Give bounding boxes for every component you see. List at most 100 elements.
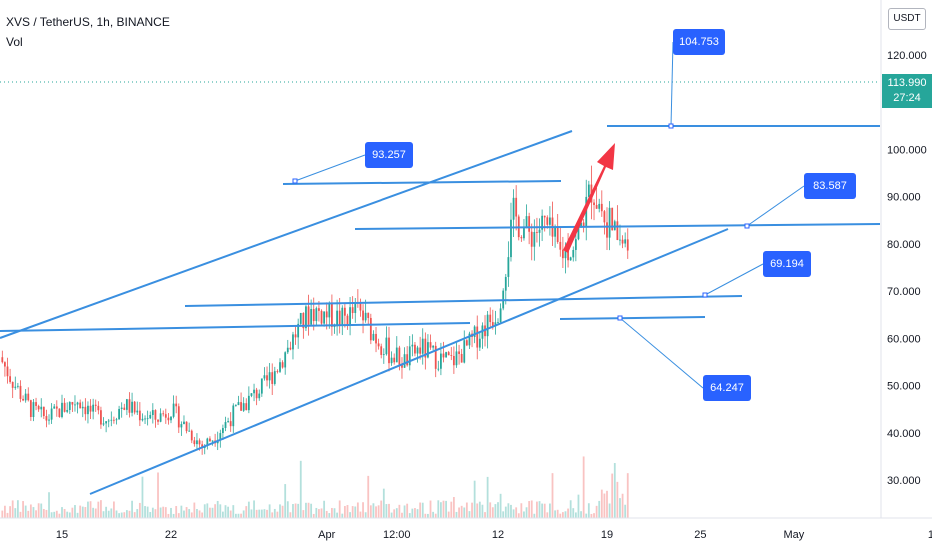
candle-body [582, 222, 585, 228]
candle-body [58, 408, 61, 418]
level-label-64-247[interactable]: 64.247 [703, 375, 751, 401]
time-tick-label: 12:00 [383, 529, 411, 541]
volume-bar [432, 511, 435, 518]
volume-indicator-label[interactable]: Vol [6, 35, 23, 49]
candle-body [390, 357, 393, 364]
callout-leader [746, 185, 805, 227]
candle-body [11, 381, 14, 388]
volume-bar [585, 513, 588, 518]
resistance-line-93[interactable] [282, 180, 562, 185]
volume-bar [284, 484, 287, 518]
candle-body [367, 312, 370, 318]
candle-body [190, 430, 193, 441]
volume-bar [118, 513, 120, 518]
symbol-title[interactable]: XVS / TetherUS, 1h, BINANCE [6, 15, 170, 29]
candle-body [149, 415, 152, 419]
volume-bar [468, 511, 471, 518]
volume-bar [162, 506, 165, 518]
volume-bar [81, 506, 84, 518]
candle-body [118, 408, 120, 420]
candle-body [63, 402, 66, 412]
volume-bar [473, 480, 476, 518]
volume-bar [258, 509, 261, 518]
candle-body [196, 440, 198, 445]
level-label-83-587[interactable]: 83.587 [804, 173, 856, 199]
volume-bar [616, 481, 619, 518]
callout-leader [670, 41, 674, 127]
volume-bar [154, 509, 157, 518]
candle-body [232, 405, 235, 427]
candle-body [567, 247, 569, 261]
level-label-104-753[interactable]: 104.753 [673, 29, 725, 55]
callout-anchor-point[interactable] [292, 178, 298, 184]
drawing-tools[interactable] [0, 41, 881, 495]
callout-leader [704, 263, 764, 296]
support-line-64[interactable] [559, 316, 706, 320]
volume-bar [79, 505, 82, 518]
candle-body [84, 406, 87, 415]
candle-body [284, 352, 287, 368]
volume-bar [517, 513, 520, 518]
callout-anchor-point[interactable] [744, 223, 750, 229]
currency-unit-label[interactable]: USDT [888, 8, 926, 30]
candle-body [369, 317, 372, 341]
volume-bar [167, 513, 170, 518]
candle-body [398, 347, 401, 365]
candle-body [175, 403, 178, 407]
resistance-line-83[interactable] [354, 223, 881, 230]
candle-body [279, 362, 281, 372]
candle-body [491, 322, 494, 327]
level-label-69-194[interactable]: 69.194 [763, 251, 811, 277]
volume-bar [393, 509, 396, 518]
level-label-93-257[interactable]: 93.257 [365, 142, 413, 168]
volume-bar [240, 513, 242, 518]
candle-body [318, 308, 320, 311]
candle-body [92, 404, 95, 412]
candle-body [89, 405, 92, 412]
volume-bar [229, 510, 232, 518]
candle-body [151, 410, 154, 416]
callout-anchor-point[interactable] [617, 315, 623, 321]
candle-body [460, 353, 463, 363]
volume-bar [372, 503, 375, 518]
candle-body [45, 416, 48, 421]
volume-bar [136, 509, 139, 518]
candle-body [515, 197, 518, 217]
support-trendline[interactable] [0, 322, 471, 332]
candle-body [354, 302, 357, 314]
volume-bar [333, 508, 336, 518]
price-axis[interactable]: 30.000 40.000 50.000 60.000 70.000 80.000 90.0… [880, 0, 927, 518]
volume-bar [105, 506, 108, 518]
candle-body [170, 416, 172, 421]
volume-bar [364, 512, 367, 518]
price-tick-label: 120.000 [887, 50, 927, 62]
callout-anchor-point[interactable] [668, 123, 674, 129]
candle-body [281, 362, 284, 368]
price-tick-label: 60.000 [887, 333, 921, 345]
candle-body [364, 312, 367, 321]
volume-bar [146, 506, 149, 518]
candle-body [556, 227, 559, 242]
candle-body [289, 347, 292, 350]
candle-body [128, 399, 131, 413]
volume-bar [76, 512, 79, 518]
volume-bar [110, 508, 113, 518]
candle-body [416, 347, 419, 354]
candle-body [528, 216, 531, 232]
candle-body [585, 196, 588, 228]
callout-anchor-point[interactable] [702, 292, 708, 298]
channel-midline[interactable] [184, 295, 743, 307]
volume-bar [611, 473, 614, 518]
candle-body [14, 386, 17, 388]
volume-bar [613, 463, 616, 518]
candle-body [263, 375, 266, 379]
volume-bar [538, 501, 541, 518]
lower-channel-trendline[interactable] [89, 228, 729, 495]
volume-bar [515, 507, 518, 518]
upper-channel-trendline[interactable] [0, 130, 573, 339]
candle-body [494, 322, 497, 327]
candle-body [222, 427, 224, 434]
chart-legend: XVS / TetherUS, 1h, BINANCE Vol [6, 12, 170, 52]
